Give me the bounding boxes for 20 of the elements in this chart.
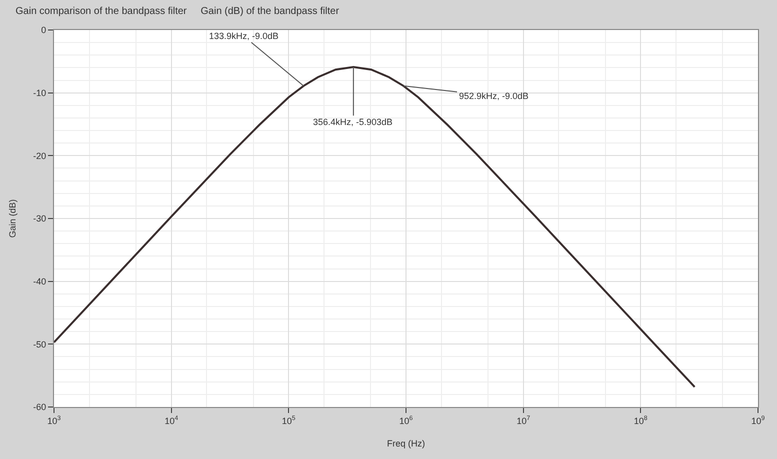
- x-tick-label: 10$^{8}$: [634, 415, 648, 426]
- y-axis-title: Gain (dB): [8, 199, 18, 238]
- y-tick-label: -60: [33, 402, 46, 412]
- x-tick-label: 10$^{9}$: [751, 415, 766, 426]
- chart-title: Gain comparison of the bandpass filter Gain (dB) of the bandpass filter: [16, 6, 340, 17]
- y-tick-label: -40: [33, 276, 46, 286]
- y-tick-label: -30: [33, 214, 46, 224]
- annotation: 952.9kHz, -9.0dB: [459, 91, 529, 101]
- x-tick-label: 10$^{7}$: [516, 415, 531, 426]
- x-tick-label: 10$^{4}$: [164, 415, 179, 426]
- y-tick-label: -20: [33, 150, 46, 161]
- y-tick-label: -50: [33, 339, 46, 350]
- y-tick-label: -10: [33, 88, 46, 98]
- x-tick-label: 10$^{3}$: [47, 415, 62, 426]
- x-tick-label: 10$^{5}$: [282, 415, 296, 426]
- y-tick-label: 0: [41, 25, 46, 36]
- x-axis-title: Freq (Hz): [387, 438, 425, 449]
- annotation: 356.4kHz, -5.903dB: [313, 117, 393, 127]
- x-tick-label: 10$^{6}$: [399, 415, 414, 426]
- annotation: 133.9kHz, -9.0dB: [209, 31, 279, 41]
